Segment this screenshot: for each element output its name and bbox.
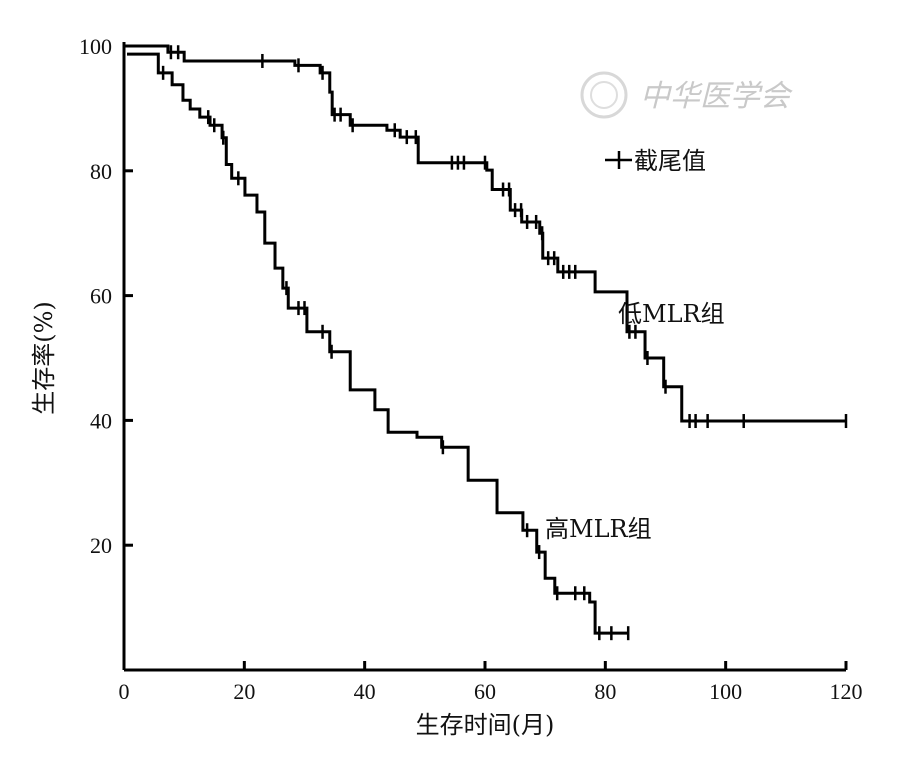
y-tick-label: 20 [90,533,112,558]
x-tick-label: 80 [594,679,616,704]
y-axis-title: 生存率(%) [30,301,58,415]
x-tick-label: 100 [709,679,742,704]
x-tick-label: 40 [354,679,376,704]
legend: 截尾值 [605,147,706,175]
x-tick-label: 60 [474,679,496,704]
x-tick-label: 20 [233,679,255,704]
watermark [580,71,628,119]
x-tick-label: 120 [830,679,863,704]
survival-curve-high-mlr [127,52,629,635]
y-tick-label: 40 [90,408,112,433]
censor-marks [161,45,848,641]
series-label-high-mlr: 高MLR组 [545,515,652,543]
series-label-low-mlr: 低MLR组 [618,300,725,328]
y-tick-label: 100 [79,34,112,59]
x-tick-label: 0 [119,679,130,704]
x-axis-title: 生存时间(月) [416,711,555,739]
y-tick-label: 80 [90,159,112,184]
y-tick-label: 60 [90,284,112,309]
watermark-seal-inner [590,81,618,109]
curves [124,44,846,635]
survival-curve-low-mlr [124,44,846,423]
legend-label: 截尾值 [634,147,706,175]
axes: 0 20 40 60 80 100 120 20 40 60 80 100 [79,34,863,704]
watermark-text: 中华医学会 [640,79,793,114]
watermark-seal-icon [580,71,628,119]
